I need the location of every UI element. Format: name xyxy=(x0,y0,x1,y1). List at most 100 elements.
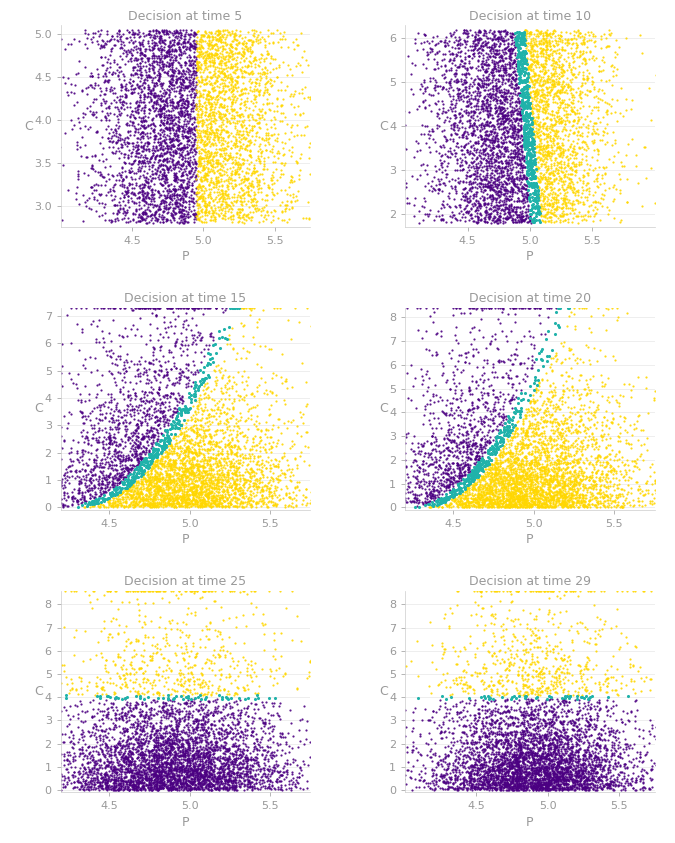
Point xyxy=(434,770,445,783)
Point xyxy=(153,748,163,761)
Point xyxy=(213,782,223,796)
Point xyxy=(111,476,122,490)
Point xyxy=(514,62,524,75)
Point xyxy=(199,25,210,39)
Point xyxy=(160,135,171,148)
Point xyxy=(163,491,174,505)
Point xyxy=(167,418,178,432)
Point xyxy=(454,198,465,212)
Point xyxy=(554,72,564,85)
Point xyxy=(133,211,144,224)
Point xyxy=(400,180,411,194)
Point xyxy=(622,761,632,775)
Point xyxy=(470,62,481,75)
Point xyxy=(154,480,165,493)
Point xyxy=(241,36,252,50)
Point xyxy=(489,452,500,465)
Point xyxy=(157,450,168,464)
Point xyxy=(151,108,162,121)
Point xyxy=(279,468,290,481)
Point xyxy=(205,115,216,128)
Point xyxy=(506,701,516,714)
Point xyxy=(491,736,502,749)
Point xyxy=(539,584,549,598)
Point xyxy=(452,774,462,787)
Point xyxy=(225,454,236,468)
Point xyxy=(574,693,585,706)
Point xyxy=(170,722,181,736)
Point xyxy=(557,390,568,404)
Point xyxy=(454,471,464,485)
Point xyxy=(163,498,174,512)
Point xyxy=(465,668,476,682)
Point xyxy=(102,701,113,714)
Point xyxy=(425,744,435,757)
Point xyxy=(217,158,228,172)
Point xyxy=(212,773,223,787)
Point xyxy=(191,97,202,110)
Point xyxy=(497,455,508,469)
Point xyxy=(114,747,125,760)
Point xyxy=(171,70,182,83)
Point xyxy=(539,778,550,792)
Point xyxy=(157,168,168,181)
Point xyxy=(178,765,189,778)
Point xyxy=(526,475,537,489)
Point xyxy=(260,617,271,631)
Point xyxy=(393,779,404,792)
Point xyxy=(209,130,220,143)
Point xyxy=(215,26,225,40)
Point xyxy=(220,196,231,209)
Point xyxy=(198,758,209,771)
Point xyxy=(276,768,287,781)
Point xyxy=(221,457,232,470)
Point xyxy=(600,777,611,791)
Point xyxy=(110,780,121,793)
Point xyxy=(472,194,483,207)
Point xyxy=(506,28,517,41)
Point xyxy=(147,646,158,659)
Point xyxy=(622,773,632,787)
Point xyxy=(235,729,246,743)
Point xyxy=(536,486,547,499)
Point xyxy=(479,473,489,486)
Point xyxy=(473,775,484,788)
Point xyxy=(543,759,554,772)
Point xyxy=(505,488,516,502)
Point xyxy=(227,75,238,89)
Point xyxy=(105,486,115,500)
Point xyxy=(493,33,504,46)
Point xyxy=(479,738,490,751)
Point xyxy=(470,25,481,39)
Point xyxy=(178,314,189,328)
Point xyxy=(225,72,236,85)
Point xyxy=(161,760,171,774)
Point xyxy=(205,191,216,205)
Point xyxy=(522,447,533,460)
Point xyxy=(254,765,265,778)
Point xyxy=(481,395,491,409)
Point xyxy=(60,498,71,512)
Point xyxy=(630,783,641,797)
Point xyxy=(159,57,169,71)
Point xyxy=(484,761,495,775)
Point xyxy=(518,781,529,795)
Point xyxy=(458,718,469,732)
Point xyxy=(508,494,518,507)
Point xyxy=(570,766,580,780)
Point xyxy=(208,38,219,51)
Point xyxy=(175,757,186,771)
Point xyxy=(85,484,96,497)
Point xyxy=(198,137,209,150)
Point xyxy=(130,472,141,486)
Point xyxy=(95,777,105,791)
Point xyxy=(491,714,502,728)
Point xyxy=(493,185,504,198)
Point xyxy=(601,475,612,489)
Point xyxy=(549,762,560,776)
Point xyxy=(591,736,602,749)
Point xyxy=(512,719,523,733)
Point xyxy=(273,708,284,722)
Point xyxy=(466,126,477,139)
Point xyxy=(504,49,514,62)
